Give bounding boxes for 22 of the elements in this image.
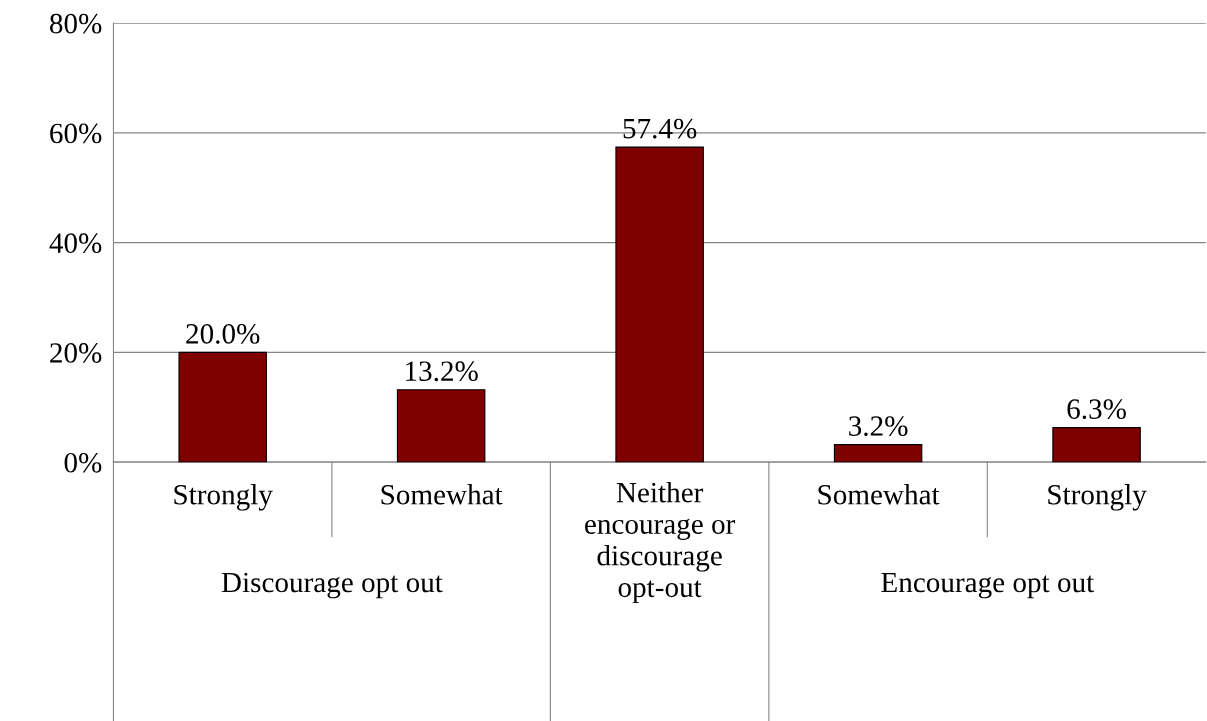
bar bbox=[615, 146, 704, 463]
data-label: 3.2% bbox=[849, 416, 908, 437]
bar bbox=[833, 444, 923, 463]
bar bbox=[1052, 427, 1141, 463]
bar bbox=[178, 351, 267, 463]
bar bbox=[396, 389, 486, 463]
data-label: 57.4% bbox=[623, 118, 697, 139]
data-label: 20.0% bbox=[186, 324, 260, 344]
x-tick-label: Somewhat bbox=[818, 484, 940, 505]
x-tick-label: Somewhat bbox=[381, 484, 503, 505]
y-tick-label: 80% bbox=[50, 13, 102, 34]
y-tick-label: 0% bbox=[64, 452, 102, 473]
x-tick-label: Strongly bbox=[1048, 484, 1147, 511]
data-label: 13.2% bbox=[406, 361, 478, 382]
y-tick-label: 40% bbox=[49, 233, 102, 254]
text: Discourage opt out bbox=[221, 572, 443, 599]
data-label: 6.3% bbox=[1067, 399, 1126, 420]
x-tick-label: Neither encourage or discourage opt-out bbox=[585, 481, 736, 604]
y-tick-label: 20% bbox=[50, 343, 102, 363]
x-tick-label: Strongly bbox=[174, 484, 273, 511]
y-tick-label: 60% bbox=[50, 123, 102, 144]
text: Encourage opt out bbox=[881, 572, 1095, 599]
